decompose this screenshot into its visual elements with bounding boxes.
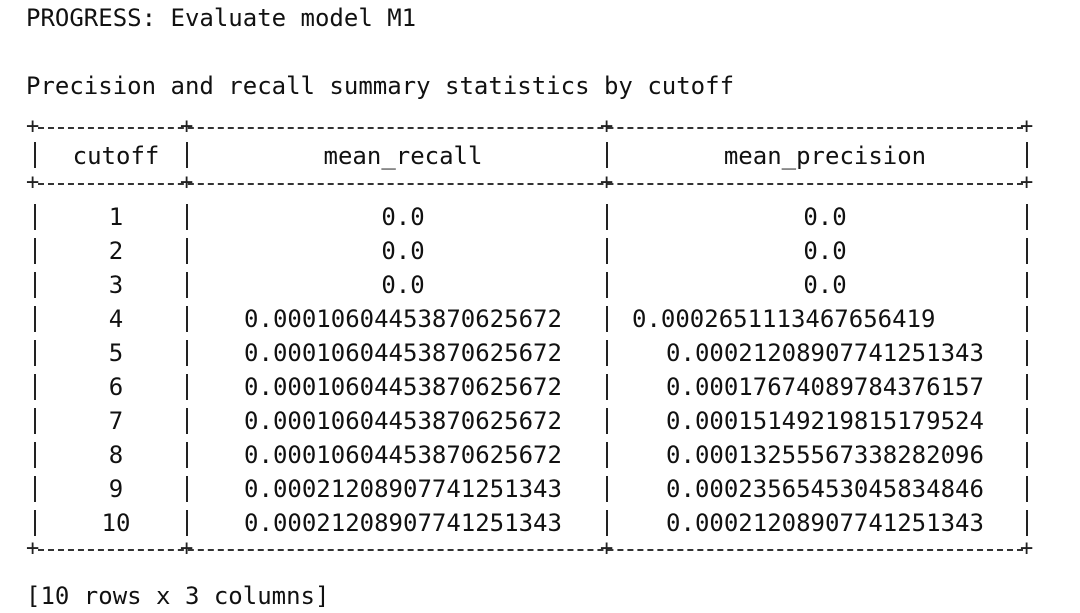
mean-recall-cell: 0.00010604453870625672	[194, 336, 612, 370]
table-border-top: + + + +	[26, 118, 1036, 138]
mean-recall-cell: 0.00010604453870625672	[194, 370, 612, 404]
table-row: 9 0.00021208907741251343 0.0002356545304…	[26, 472, 1036, 506]
mean-precision-cell: 0.00015149219815179524	[616, 404, 1034, 438]
summary-table: + + + + cutoff mean_recall mean_precisio…	[26, 118, 1036, 560]
table-row: 7 0.00010604453870625672 0.0001514921981…	[26, 404, 1036, 438]
mean-precision-cell: 0.00013255567338282096	[616, 438, 1034, 472]
mean-recall-cell: 0.0	[194, 200, 612, 234]
table-footer: [10 rows x 3 columns]	[26, 579, 329, 613]
mean-precision-cell: 0.0	[616, 200, 1034, 234]
cutoff-cell: 5	[40, 336, 192, 370]
cutoff-cell: 8	[40, 438, 192, 472]
column-header-cutoff: cutoff	[40, 138, 192, 174]
table-row: 2 0.0 0.0	[26, 234, 1036, 268]
cutoff-cell: 2	[40, 234, 192, 268]
table-row: 6 0.00010604453870625672 0.0001767408978…	[26, 370, 1036, 404]
table-row: 5 0.00010604453870625672 0.0002120890774…	[26, 336, 1036, 370]
table-row: 1 0.0 0.0	[26, 200, 1036, 234]
table-row: 3 0.0 0.0	[26, 268, 1036, 302]
mean-precision-cell: 0.0002651113467656419	[616, 302, 1034, 336]
mean-recall-cell: 0.00010604453870625672	[194, 404, 612, 438]
mean-precision-cell: 0.00017674089784376157	[616, 370, 1034, 404]
table-body: 1 0.0 0.0 2 0.0 0.0 3 0.0 0.0 4 0.000106…	[26, 200, 1036, 540]
table-row: 4 0.00010604453870625672 0.0002651113467…	[26, 302, 1036, 336]
mean-precision-cell: 0.00021208907741251343	[616, 336, 1034, 370]
summary-title: Precision and recall summary statistics …	[26, 69, 734, 103]
cutoff-cell: 4	[40, 302, 192, 336]
column-header-mean-precision: mean_precision	[616, 138, 1034, 174]
progress-line: PROGRESS: Evaluate model M1	[26, 1, 416, 35]
cutoff-cell: 7	[40, 404, 192, 438]
cutoff-cell: 6	[40, 370, 192, 404]
mean-recall-cell: 0.00010604453870625672	[194, 438, 612, 472]
cutoff-cell: 1	[40, 200, 192, 234]
mean-precision-cell: 0.0	[616, 234, 1034, 268]
mean-precision-cell: 0.00021208907741251343	[616, 506, 1034, 540]
table-border-header: + + + +	[26, 174, 1036, 194]
mean-recall-cell: 0.0	[194, 234, 612, 268]
table-header-row: cutoff mean_recall mean_precision	[26, 138, 1036, 174]
cutoff-cell: 3	[40, 268, 192, 302]
table-row: 8 0.00010604453870625672 0.0001325556733…	[26, 438, 1036, 472]
table-row: 10 0.00021208907741251343 0.000212089077…	[26, 506, 1036, 540]
mean-recall-cell: 0.00021208907741251343	[194, 472, 612, 506]
console-output: PROGRESS: Evaluate model M1 Precision an…	[26, 0, 1066, 610]
mean-precision-cell: 0.0	[616, 268, 1034, 302]
cutoff-cell: 10	[40, 506, 192, 540]
mean-recall-cell: 0.00021208907741251343	[194, 506, 612, 540]
mean-precision-cell: 0.00023565453045834846	[616, 472, 1034, 506]
column-header-mean-recall: mean_recall	[194, 138, 612, 174]
table-border-bottom: + + + +	[26, 540, 1036, 560]
cutoff-cell: 9	[40, 472, 192, 506]
mean-recall-cell: 0.00010604453870625672	[194, 302, 612, 336]
mean-recall-cell: 0.0	[194, 268, 612, 302]
